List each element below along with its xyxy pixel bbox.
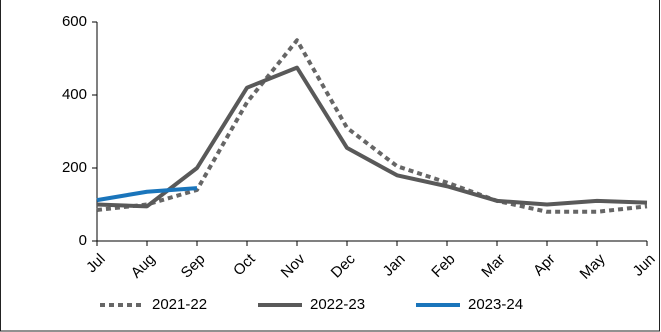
x-tick-label: Dec bbox=[328, 250, 359, 281]
legend-label: 2023-24 bbox=[468, 296, 523, 313]
x-tick-label: Jan bbox=[380, 251, 409, 280]
x-tick-label: Feb bbox=[428, 251, 458, 281]
series-line bbox=[96, 65, 648, 209]
x-tick-label: May bbox=[577, 250, 609, 282]
y-tick-label: 600 bbox=[62, 13, 87, 30]
legend-label: 2021-22 bbox=[152, 296, 207, 313]
x-tick-label: Mar bbox=[478, 251, 508, 281]
y-tick-label: 400 bbox=[62, 86, 87, 103]
x-tick-label: Apr bbox=[530, 251, 559, 280]
x-tick-label: Nov bbox=[278, 250, 309, 281]
y-tick-label: 0 bbox=[79, 232, 87, 249]
series-line bbox=[96, 38, 648, 214]
legend-label: 2022-23 bbox=[310, 296, 365, 313]
x-tick-label: Jul bbox=[83, 251, 109, 277]
y-tick-label: 200 bbox=[62, 159, 87, 176]
x-tick-label: Jun bbox=[630, 251, 659, 280]
x-tick-label: Aug bbox=[128, 251, 159, 282]
x-tick-label: Sep bbox=[178, 251, 209, 282]
x-tick-label: Oct bbox=[230, 250, 259, 279]
series-line bbox=[96, 186, 198, 203]
